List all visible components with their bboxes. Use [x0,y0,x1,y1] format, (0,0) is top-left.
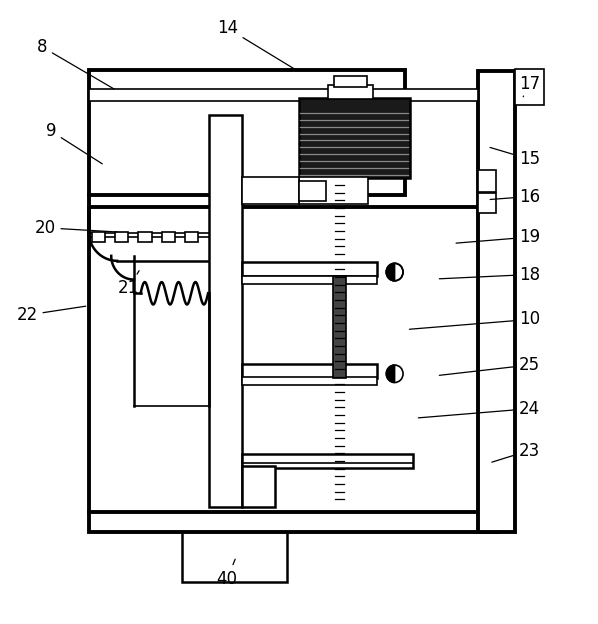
Bar [242,454,413,468]
Bar [242,262,377,276]
Text: 9: 9 [45,122,102,164]
Bar [209,115,242,507]
Text: 15: 15 [490,147,540,168]
Bar [92,232,105,242]
Bar [89,89,478,101]
Text: 16: 16 [490,188,540,205]
Text: 10: 10 [410,311,540,329]
Text: 14: 14 [216,19,297,71]
Bar [328,85,373,99]
Bar [89,512,498,532]
Text: 21: 21 [118,271,139,297]
Bar [299,98,410,178]
Text: 17: 17 [518,76,540,97]
Bar [242,377,377,385]
Text: 20: 20 [34,219,117,236]
Text: 19: 19 [456,228,540,246]
Bar [299,181,326,201]
Bar [242,364,377,378]
Circle shape [386,365,403,383]
Text: 25: 25 [440,356,540,375]
Bar [478,170,496,192]
Bar [478,71,515,532]
Bar [515,69,544,105]
Bar [185,232,198,242]
Bar [334,76,367,87]
Bar [333,276,346,378]
Text: 23: 23 [492,442,540,462]
Bar [242,276,377,284]
Bar [242,466,275,507]
Bar [299,177,368,204]
Polygon shape [386,263,395,281]
Bar [478,193,496,213]
Bar [161,232,175,242]
Text: 18: 18 [440,266,540,283]
Bar [115,232,129,242]
Bar [89,207,498,513]
Bar [182,527,287,582]
Circle shape [386,263,403,281]
Text: 22: 22 [16,306,86,324]
Polygon shape [386,365,395,383]
Bar [138,232,152,242]
Text: 40: 40 [216,559,238,588]
Bar [242,177,299,204]
Text: 8: 8 [36,38,114,89]
Bar [89,70,405,195]
Text: 24: 24 [419,400,540,418]
